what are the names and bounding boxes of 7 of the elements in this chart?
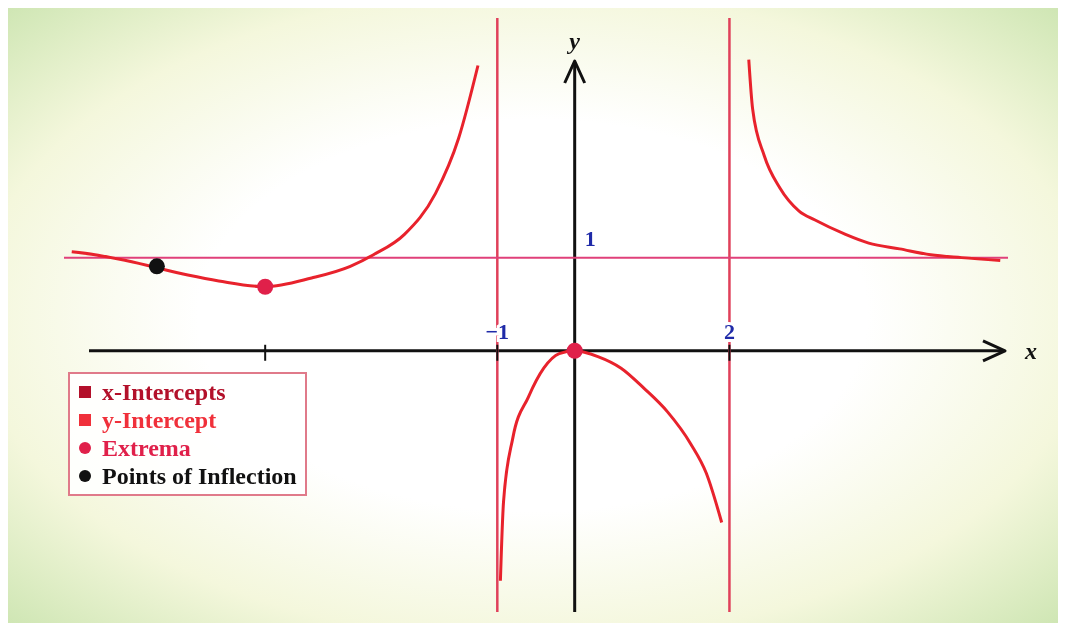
legend-label: y-Intercept: [102, 406, 217, 434]
x-axis-title: x: [1024, 337, 1037, 364]
annotation: 1: [584, 225, 596, 251]
y-axis-title: y: [566, 28, 581, 54]
legend-label: Extrema: [102, 434, 191, 462]
legend-label: x-Intercepts: [102, 378, 226, 406]
legend-label: Points of Inflection: [102, 462, 297, 490]
